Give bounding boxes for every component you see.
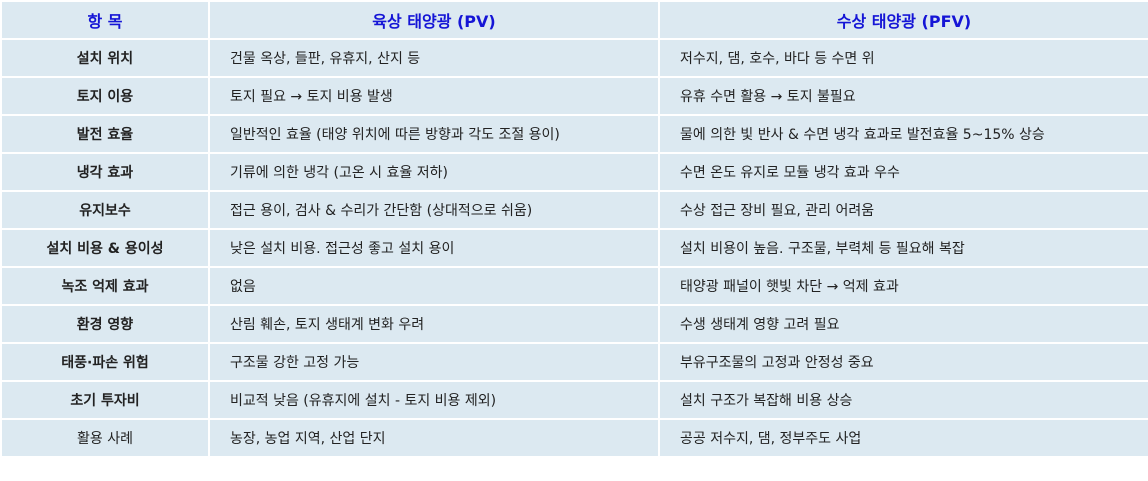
cell: 접근 용이, 검사 & 수리가 간단함 (상대적으로 쉬움) xyxy=(208,190,660,230)
item-cell: 냉각 효과 xyxy=(0,152,210,192)
header-cell: 수상 태양광 (PFV) xyxy=(658,0,1148,40)
cell: 수면 온도 유지로 모듈 냉각 효과 우수 xyxy=(658,152,1148,192)
table-row: 발전 효율 일반적인 효율 (태양 위치에 따른 방향과 각도 조절 용이) 물에 … xyxy=(0,114,1148,154)
table-row: 토지 이용 토지 필요 → 토지 비용 발생 유휴 수면 활용 → 토지 불필요 xyxy=(0,76,1148,116)
item-cell: 태풍·파손 위험 xyxy=(0,342,210,382)
cell: 태양광 패널이 햇빛 차단 → 억제 효과 xyxy=(658,266,1148,306)
cell: 없음 xyxy=(208,266,660,306)
cell: 건물 옥상, 들판, 유휴지, 산지 등 xyxy=(208,38,660,78)
cell: 기류에 의한 냉각 (고온 시 효율 저하) xyxy=(208,152,660,192)
cell: 일반적인 효율 (태양 위치에 따른 방향과 각도 조절 용이) xyxy=(208,114,660,154)
table-row: 태풍·파손 위험 구조물 강한 고정 가능 부유구조물의 고정과 안정성 중요 xyxy=(0,342,1148,382)
item-cell: 초기 투자비 xyxy=(0,380,210,420)
table-body: 설치 위치 건물 옥상, 들판, 유휴지, 산지 등 저수지, 댐, 호수, 바다 … xyxy=(0,38,1148,458)
cell: 설치 비용이 높음. 구조물, 부력체 등 필요해 복잡 xyxy=(658,228,1148,268)
cell: 공공 저수지, 댐, 정부주도 사업 xyxy=(658,418,1148,458)
table-row: 초기 투자비 비교적 낮음 (유휴지에 설치 - 토지 비용 제외) 설치 구조가 … xyxy=(0,380,1148,420)
cell: 수생 생태계 영향 고려 필요 xyxy=(658,304,1148,344)
cell: 물에 의한 빛 반사 & 수면 냉각 효과로 발전효율 5~15% 상승 xyxy=(658,114,1148,154)
item-cell: 유지보수 xyxy=(0,190,210,230)
cell: 설치 구조가 복잡해 비용 상승 xyxy=(658,380,1148,420)
cell: 토지 필요 → 토지 비용 발생 xyxy=(208,76,660,116)
cell: 구조물 강한 고정 가능 xyxy=(208,342,660,382)
cell: 유휴 수면 활용 → 토지 불필요 xyxy=(658,76,1148,116)
cell: 농장, 농업 지역, 산업 단지 xyxy=(208,418,660,458)
table-row: 냉각 효과 기류에 의한 냉각 (고온 시 효율 저하) 수면 온도 유지로 모듈 … xyxy=(0,152,1148,192)
table-row: 설치 위치 건물 옥상, 들판, 유휴지, 산지 등 저수지, 댐, 호수, 바다 … xyxy=(0,38,1148,78)
header-row: 항 목 육상 태양광 (PV) 수상 태양광 (PFV) xyxy=(0,0,1148,40)
item-cell: 녹조 억제 효과 xyxy=(0,266,210,306)
table-row: 녹조 억제 효과 없음 태양광 패널이 햇빛 차단 → 억제 효과 xyxy=(0,266,1148,306)
item-cell: 활용 사례 xyxy=(0,418,210,458)
cell: 산림 훼손, 토지 생태계 변화 우려 xyxy=(208,304,660,344)
header-cell: 항 목 xyxy=(0,0,210,40)
table-row: 유지보수 접근 용이, 검사 & 수리가 간단함 (상대적으로 쉬움) 수상 접근 … xyxy=(0,190,1148,230)
header-cell: 육상 태양광 (PV) xyxy=(208,0,660,40)
comparison-table: 항 목 육상 태양광 (PV) 수상 태양광 (PFV) 설치 위치 건물 옥상, 들… xyxy=(0,0,1148,458)
item-cell: 발전 효율 xyxy=(0,114,210,154)
cell: 저수지, 댐, 호수, 바다 등 수면 위 xyxy=(658,38,1148,78)
table-row: 환경 영향 산림 훼손, 토지 생태계 변화 우려 수생 생태계 영향 고려 필요 xyxy=(0,304,1148,344)
item-cell: 환경 영향 xyxy=(0,304,210,344)
item-cell: 토지 이용 xyxy=(0,76,210,116)
cell: 수상 접근 장비 필요, 관리 어려움 xyxy=(658,190,1148,230)
cell: 비교적 낮음 (유휴지에 설치 - 토지 비용 제외) xyxy=(208,380,660,420)
table-row: 설치 비용 & 용이성 낮은 설치 비용. 접근성 좋고 설치 용이 설치 비용이 … xyxy=(0,228,1148,268)
item-cell: 설치 위치 xyxy=(0,38,210,78)
item-cell: 설치 비용 & 용이성 xyxy=(0,228,210,268)
cell: 부유구조물의 고정과 안정성 중요 xyxy=(658,342,1148,382)
cell: 낮은 설치 비용. 접근성 좋고 설치 용이 xyxy=(208,228,660,268)
table-row: 활용 사례 농장, 농업 지역, 산업 단지 공공 저수지, 댐, 정부주도 사업 xyxy=(0,418,1148,458)
